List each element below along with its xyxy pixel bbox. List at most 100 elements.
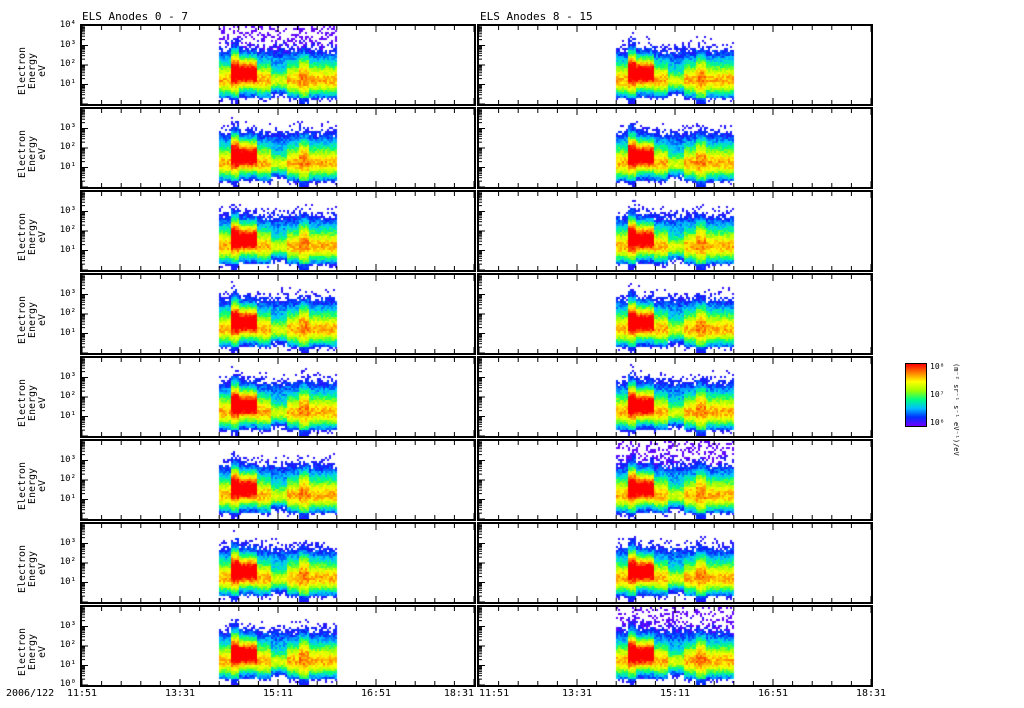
spectrogram-panel xyxy=(80,522,476,604)
x-tick-label: 18:31 xyxy=(855,688,887,699)
y-tick-label: 10³ xyxy=(59,371,76,382)
y-axis-unit: eV xyxy=(37,479,48,492)
y-axis-label-text: Electron Energy xyxy=(17,295,38,344)
spectrogram-image xyxy=(479,109,871,187)
y-tick-label: 10¹ xyxy=(59,493,76,504)
y-axis-label-text: Electron Energy xyxy=(17,461,38,510)
y-tick-label: 10² xyxy=(59,308,76,318)
y-tick-label: 10² xyxy=(59,557,76,567)
spectrogram-image xyxy=(479,275,871,353)
y-tick-label: 10³ xyxy=(59,537,76,548)
spectrogram-image xyxy=(82,358,474,436)
x-tick-label: 11:51 xyxy=(66,688,98,699)
colorbar-label: (m⁻² sr⁻¹ s⁻¹ eV⁻¹)/eV xyxy=(952,363,960,456)
y-axis-label: Electron Energy eV xyxy=(17,114,48,194)
y-tick-label: 10¹ xyxy=(59,244,76,255)
y-tick-label: 10² xyxy=(59,142,76,152)
x-tick-label: 18:31 xyxy=(443,688,474,699)
y-tick-label: 10³ xyxy=(59,39,76,50)
spectrogram-panel xyxy=(477,24,873,106)
x-tick-label: 16:51 xyxy=(360,688,392,699)
x-tick-label: 13:31 xyxy=(561,688,593,699)
spectrogram-image xyxy=(82,26,474,104)
colorbar-tick: 10⁸ xyxy=(930,362,945,371)
y-axis-label-text: Electron Energy xyxy=(17,46,38,95)
y-tick-label: 10² xyxy=(59,474,76,484)
y-tick-label: 10³ xyxy=(59,122,76,133)
spectrogram-image xyxy=(479,26,871,104)
spectrogram-panel xyxy=(80,190,476,272)
y-tick-label: 10¹ xyxy=(59,659,76,670)
y-axis-label-text: Electron Energy xyxy=(17,129,38,178)
spectrogram-image xyxy=(479,524,871,602)
spectrogram-panel xyxy=(477,522,873,604)
y-tick-label: 10⁴ xyxy=(59,20,76,30)
y-tick-label: 10² xyxy=(59,391,76,401)
spectrogram-image xyxy=(479,441,871,519)
y-axis-unit: eV xyxy=(37,313,48,326)
spectrogram-panel xyxy=(80,107,476,189)
y-axis-label: Electron Energy eV xyxy=(17,280,48,360)
y-axis-unit: eV xyxy=(37,396,48,409)
y-axis-label: Electron Energy eV xyxy=(17,446,48,526)
y-tick-label: 10¹ xyxy=(59,161,76,172)
spectrogram-panel xyxy=(477,273,873,355)
spectrogram-image xyxy=(82,524,474,602)
y-tick-label: 10¹ xyxy=(59,327,76,338)
y-axis-unit: eV xyxy=(37,147,48,160)
spectrogram-panel xyxy=(80,356,476,438)
y-tick-label: 10¹ xyxy=(59,576,76,587)
spectrogram-panel xyxy=(477,107,873,189)
colorbar xyxy=(905,363,927,427)
spectrogram-image xyxy=(82,275,474,353)
y-axis-label-text: Electron Energy xyxy=(17,627,38,676)
y-axis-label-text: Electron Energy xyxy=(17,544,38,593)
spectrogram-panel xyxy=(477,439,873,521)
x-tick-label: 15:11 xyxy=(262,688,294,699)
x-tick-label: 15:11 xyxy=(659,688,691,699)
spectrogram-panel xyxy=(80,439,476,521)
colorbar-tick: 10⁷ xyxy=(930,390,945,399)
y-tick-label: 10² xyxy=(59,640,76,650)
spectrogram-panel xyxy=(477,190,873,272)
left-column-title: ELS Anodes 0 - 7 xyxy=(82,10,188,23)
x-tick-label: 16:51 xyxy=(757,688,789,699)
colorbar-tick: 10⁶ xyxy=(930,418,945,427)
y-tick-label: 10⁰ xyxy=(59,679,76,689)
spectrogram-panel xyxy=(80,273,476,355)
spectrogram-panel xyxy=(80,24,476,106)
spectrogram-image xyxy=(479,607,871,685)
x-tick-label: 13:31 xyxy=(164,688,196,699)
y-axis-unit: eV xyxy=(37,562,48,575)
date-label: 2006/122 xyxy=(6,688,55,699)
spectrogram-image xyxy=(82,607,474,685)
y-tick-label: 10³ xyxy=(59,205,76,216)
y-tick-label: 10³ xyxy=(59,454,76,465)
y-axis-unit: eV xyxy=(37,645,48,658)
x-tick-label: 11:51 xyxy=(479,688,510,699)
spectrogram-image xyxy=(82,109,474,187)
y-tick-label: 10² xyxy=(59,59,76,69)
y-axis-label: Electron Energy eV xyxy=(17,529,48,609)
spectrogram-image xyxy=(82,192,474,270)
spectrogram-image xyxy=(82,441,474,519)
y-tick-label: 10¹ xyxy=(59,410,76,421)
spectrogram-image xyxy=(479,192,871,270)
y-tick-label: 10¹ xyxy=(59,78,76,89)
y-tick-label: 10³ xyxy=(59,620,76,631)
y-axis-label: Electron Energy eV xyxy=(17,612,48,692)
y-axis-label: Electron Energy eV xyxy=(17,31,48,111)
y-axis-label-text: Electron Energy xyxy=(17,378,38,427)
spectrogram-panel xyxy=(477,605,873,687)
y-tick-label: 10² xyxy=(59,225,76,235)
spectrogram-panel xyxy=(80,605,476,687)
y-axis-label-text: Electron Energy xyxy=(17,212,38,261)
y-axis-label: Electron Energy eV xyxy=(17,197,48,277)
y-axis-unit: eV xyxy=(37,64,48,77)
spectrogram-image xyxy=(479,358,871,436)
y-axis-label: Electron Energy eV xyxy=(17,363,48,443)
y-axis-unit: eV xyxy=(37,230,48,243)
spectrogram-panel xyxy=(477,356,873,438)
right-column-title: ELS Anodes 8 - 15 xyxy=(480,10,593,23)
y-tick-label: 10³ xyxy=(59,288,76,299)
